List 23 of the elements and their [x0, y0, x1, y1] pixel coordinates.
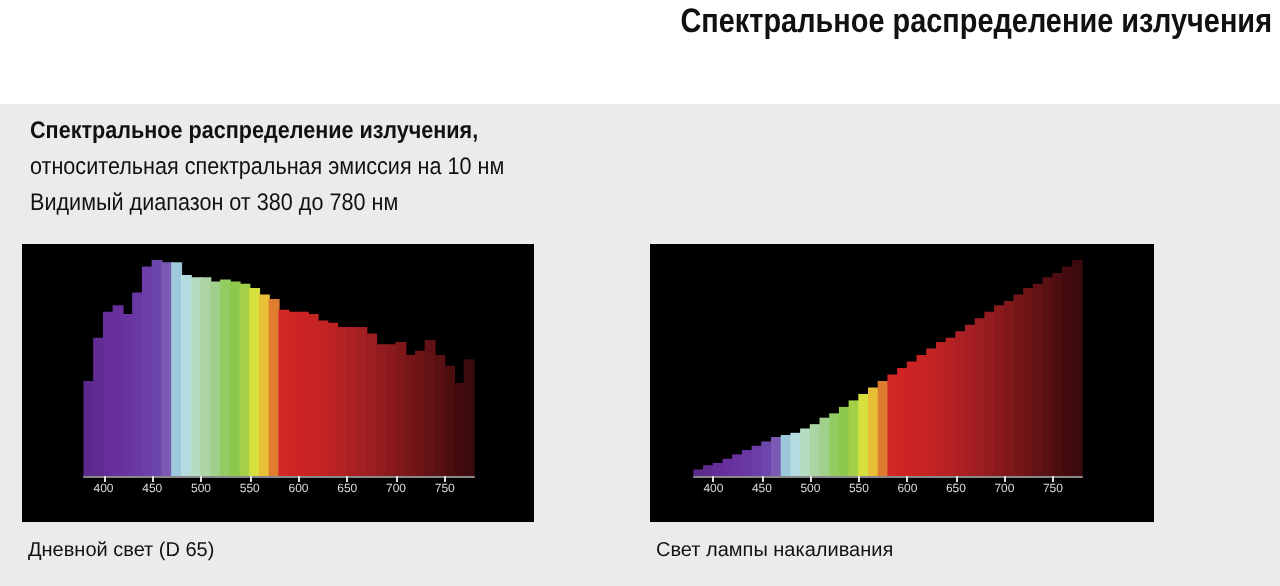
bar — [210, 281, 222, 476]
bar — [219, 279, 231, 476]
bar — [258, 294, 270, 476]
bar — [887, 374, 899, 476]
bar — [200, 277, 212, 476]
text: Свет лампы накаливания — [656, 540, 894, 562]
bar — [829, 413, 841, 476]
bar — [858, 393, 870, 476]
chart-subtitle: Спектральное распределение излучения, относительная спектральная эмиссия на 10 нм Видимый диапазон от 380 до 780 нм — [30, 116, 505, 216]
bar — [161, 262, 173, 476]
bar — [171, 262, 183, 476]
bar — [180, 275, 192, 476]
bar — [239, 283, 251, 476]
bar — [278, 309, 290, 476]
bar — [790, 432, 802, 476]
bar — [809, 424, 821, 476]
bar — [838, 406, 850, 476]
bar — [249, 288, 261, 476]
chart-title: Спектральное распределение излучения — [680, 2, 1272, 42]
bar — [868, 387, 879, 476]
text: Дневной свет (D 65) — [28, 540, 215, 562]
bar — [800, 428, 811, 476]
bar — [771, 437, 782, 476]
